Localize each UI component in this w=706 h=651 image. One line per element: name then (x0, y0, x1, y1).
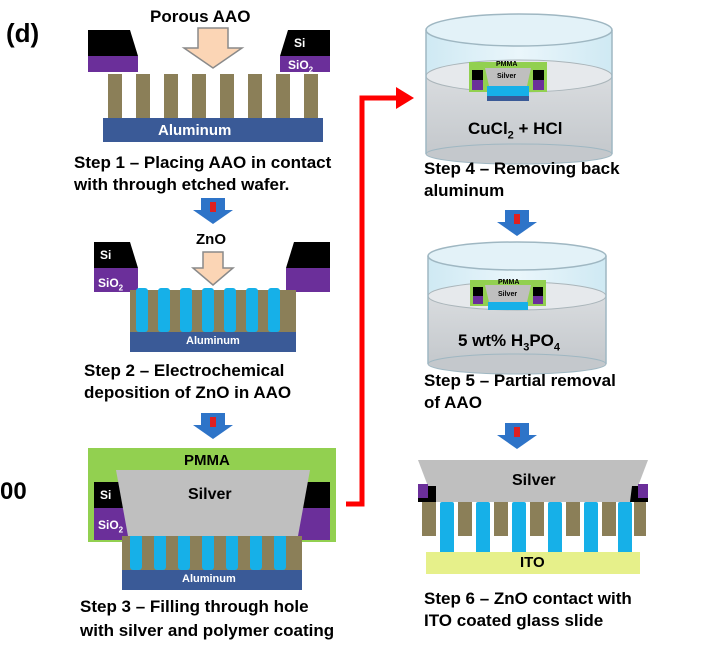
si-label: Si (100, 488, 112, 502)
aluminum-layer (103, 118, 323, 142)
si-label: Si (100, 248, 112, 262)
pmma-label: PMMA (184, 452, 230, 469)
step6-caption-line1: Step 6 – ZnO contact with (424, 589, 632, 608)
si-block-left (88, 30, 138, 56)
zno-nanowires (440, 502, 632, 554)
step3-caption-line1: Step 3 – Filling through hole (80, 597, 309, 616)
step3-caption-line2: with silver and polymer coating (80, 621, 335, 640)
step5-beaker (427, 241, 607, 375)
zno-label: ZnO (196, 231, 226, 248)
step2-schematic (94, 242, 330, 352)
ito-layer (426, 552, 640, 574)
step2-caption-line2: deposition of ZnO in AAO (84, 383, 292, 402)
sio2-block-right (286, 268, 330, 292)
bath-label-h3po4: 5 wt% H3PO4 (458, 331, 560, 354)
step6-schematic (418, 460, 648, 574)
si-label: Si (294, 36, 306, 50)
si-block-right (286, 242, 330, 268)
sio2-block-left (418, 484, 428, 498)
silver-mini-label: Silver (498, 291, 518, 298)
aluminum-label: Aluminum (182, 573, 236, 585)
down-arrow-1 (193, 198, 233, 224)
down-arrow-2 (193, 413, 233, 439)
edge-fragment-text: 00 (0, 478, 27, 505)
zno-input-arrow (190, 251, 236, 286)
si-block-left (94, 242, 138, 268)
aluminum-label: Aluminum (186, 335, 240, 347)
zno-nanowires (130, 534, 286, 570)
silver-label: Silver (512, 472, 556, 489)
step1-caption-line2: with through etched wafer. (74, 175, 290, 194)
sio2-block-left (88, 56, 138, 72)
sio2-label: SiO2 (98, 276, 124, 293)
zno-nanowires (136, 288, 280, 332)
pmma-mini-label: PMMA (498, 279, 520, 286)
aluminum-layer (122, 570, 302, 590)
pmma-mini-label: PMMA (496, 61, 518, 68)
silver-label: Silver (188, 486, 232, 503)
bath-label-cucl2-hcl: CuCl2 + HCl (468, 119, 563, 142)
sio2-block-right (638, 484, 648, 498)
si-block-right (280, 30, 330, 56)
step5-caption-line1: Step 5 – Partial removal (424, 371, 616, 390)
step2-caption-line1: Step 2 – Electrochemical (84, 361, 285, 380)
aluminum-layer (130, 332, 296, 352)
step5-caption-line2: of AAO (424, 393, 482, 412)
sio2-block-right (280, 56, 330, 72)
step1-caption-line1: Step 1 – Placing AAO in contact (74, 153, 332, 172)
porous-aao-label: Porous AAO (150, 7, 251, 26)
step4-caption-line1: Step 4 – Removing back (424, 159, 620, 178)
step1-schematic (88, 27, 330, 142)
sio2-block-left (94, 268, 138, 292)
panel-label: (d) (6, 18, 40, 48)
sio2-label: SiO2 (288, 58, 314, 75)
aluminum-label: Aluminum (158, 122, 232, 139)
step4-caption-line2: aluminum (424, 181, 505, 200)
aao-columns (108, 74, 318, 118)
sio2-label: SiO2 (98, 518, 124, 535)
porous-aao-arrow (181, 27, 245, 69)
step6-caption-line2: ITO coated glass slide (424, 611, 604, 630)
step3-schematic (88, 448, 336, 590)
silver-contact (418, 460, 648, 502)
silver-mini-label: Silver (497, 73, 517, 80)
down-arrow-4 (497, 423, 537, 449)
down-arrow-3 (497, 210, 537, 236)
aao-columns (422, 502, 646, 536)
red-connector-arrow (346, 87, 414, 507)
ito-label: ITO (520, 554, 545, 571)
step4-beaker (425, 13, 613, 165)
silver-fill (116, 470, 310, 536)
